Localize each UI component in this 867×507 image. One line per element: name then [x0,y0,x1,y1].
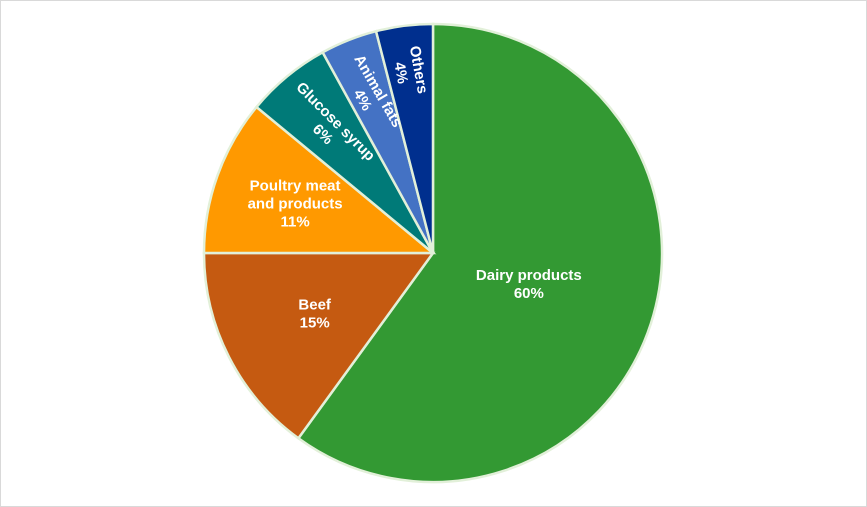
pie-slice-beef [202,251,436,441]
pie-slice-dairy-products [296,22,664,484]
slice-name-label: and products [248,195,343,212]
slice-name-label: Beef [298,296,332,313]
pie-slice-others [374,22,435,254]
slice-value-label: 60% [514,285,544,302]
slice-value-label: 4% [390,61,411,85]
slice-label-poultry-meat-and-products: Poultry meat and products 11% [248,177,343,230]
slice-value-label: 11% [280,213,309,230]
slice-label-dairy-products: Dairy products 60% [476,267,582,302]
slice-name-label: Dairy products [476,267,582,284]
slice-label-beef: Beef 15% [298,296,332,331]
pie-slices [202,22,664,484]
slice-name-label: Poultry meat [250,177,341,194]
slice-value-label: 15% [300,314,330,331]
pie-slice-poultry-meat-and-products [202,105,437,255]
